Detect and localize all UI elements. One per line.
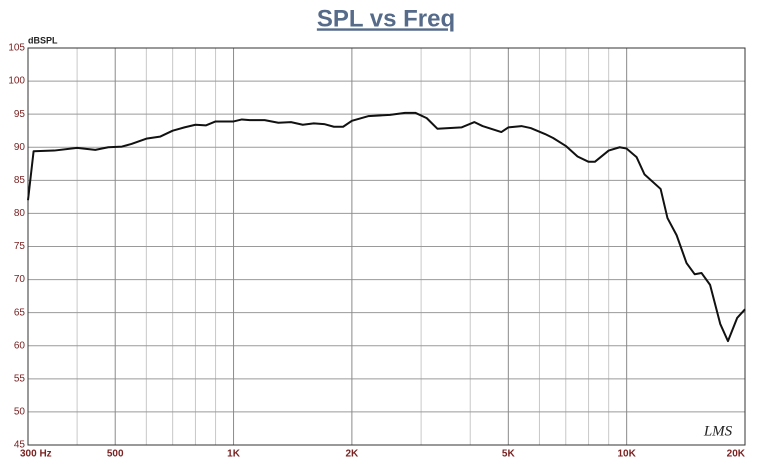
y-tick-label: 90 — [14, 142, 26, 153]
spl-curve — [27, 111, 746, 343]
x-tick-label: 300 Hz — [20, 449, 52, 460]
y-axis-label: dBSPL — [28, 35, 58, 45]
chart-title: SPL vs Freq — [317, 5, 455, 32]
y-tick-label: 85 — [14, 175, 26, 186]
y-tick-label: 50 — [14, 407, 26, 418]
y-tick-label: 80 — [14, 208, 26, 219]
y-tick-label: 65 — [14, 307, 26, 318]
y-tick-label: 105 — [8, 43, 25, 54]
x-tick-label: 1K — [227, 449, 241, 460]
y-tick-label: 95 — [14, 109, 26, 120]
x-tick-label: 2K — [345, 449, 359, 460]
x-tick-label: 500 — [107, 449, 124, 460]
x-tick-label: 20K — [727, 449, 746, 460]
y-tick-label: 75 — [14, 241, 26, 252]
x-tick-label: 10K — [617, 449, 636, 460]
plot-frame — [27, 47, 746, 446]
y-tick-label: 55 — [14, 373, 26, 384]
y-tick-label: 70 — [14, 274, 26, 285]
x-tick-label: 5K — [502, 449, 516, 460]
y-tick-label: 60 — [14, 340, 26, 351]
y-tick-label: 100 — [8, 76, 25, 87]
y-tick-label: 45 — [14, 440, 26, 451]
logo: LMS — [703, 423, 733, 439]
